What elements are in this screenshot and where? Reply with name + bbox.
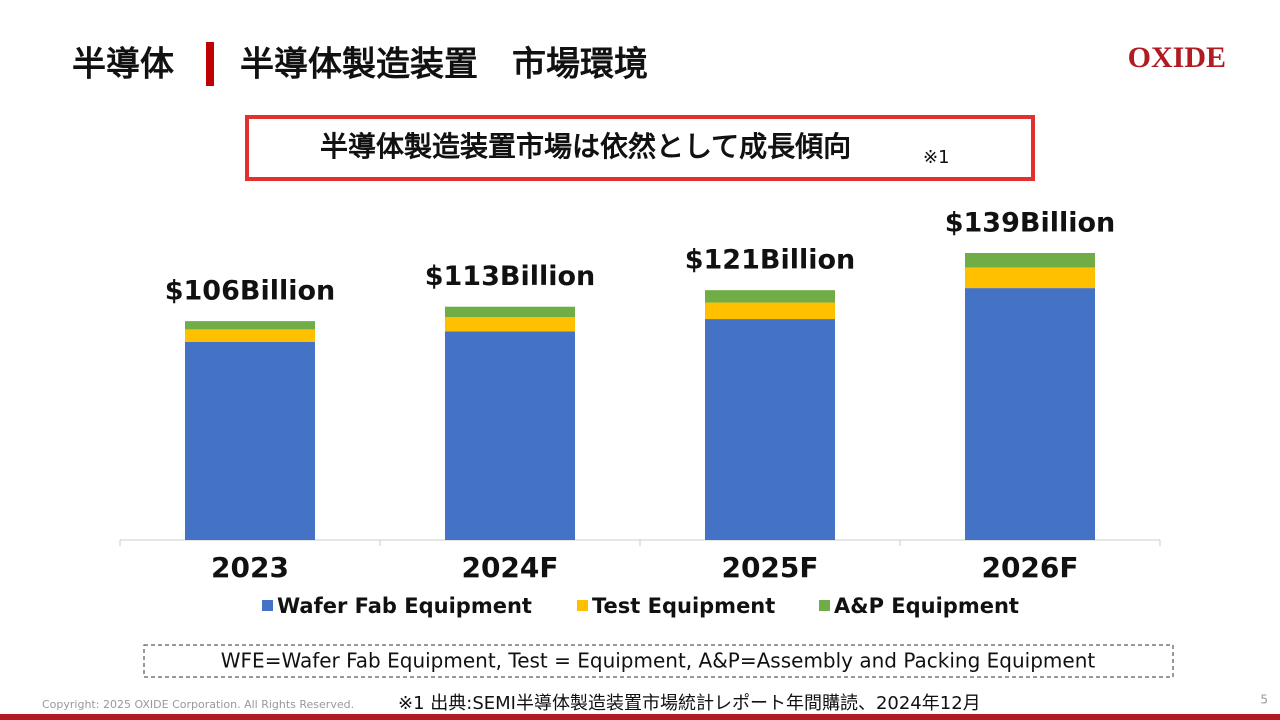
definition-note: WFE=Wafer Fab Equipment, Test = Equipmen… — [221, 649, 1096, 673]
x-tick-label: 2025F — [721, 551, 818, 584]
copyright: Copyright: 2025 OXIDE Corporation. All R… — [42, 698, 354, 711]
bar-segment — [185, 329, 315, 342]
bar-segment — [965, 253, 1095, 268]
bar-segment — [965, 288, 1095, 540]
page-number: 5 — [1260, 693, 1268, 707]
definition-box — [143, 644, 1174, 678]
legend-label: Wafer Fab Equipment — [277, 594, 532, 618]
footer-bar — [0, 714, 1280, 720]
x-tick-label: 2023 — [211, 551, 289, 584]
bar-segment — [965, 267, 1095, 289]
legend-swatch — [819, 600, 830, 611]
callout-text: 半導体製造装置市場は依然として成長傾向 — [320, 130, 851, 163]
logo: OXIDE — [1128, 41, 1226, 74]
callout-box — [245, 115, 1035, 181]
bar-segment — [445, 317, 575, 332]
total-label: $121Billion — [685, 245, 856, 276]
page-title: 半導体製造装置 市場環境 — [240, 45, 648, 85]
x-tick-label: 2026F — [981, 551, 1078, 584]
bar-segment — [705, 290, 835, 303]
callout-note-mark: ※1 — [923, 147, 950, 168]
total-label: $113Billion — [425, 261, 596, 292]
bar-segment — [705, 302, 835, 320]
bar-segment — [705, 319, 835, 540]
source-note: ※1 出典:SEMI半導体製造装置市場統計レポート年間購読、2024年12月 — [398, 693, 981, 714]
legend-label: A&P Equipment — [834, 594, 1019, 618]
total-label: $139Billion — [945, 208, 1116, 239]
legend-label: Test Equipment — [592, 594, 775, 618]
bar-segment — [445, 331, 575, 540]
bar-segment — [185, 341, 315, 540]
section-title: 半導体 — [72, 45, 174, 85]
legend-swatch — [577, 600, 588, 611]
title-divider — [206, 42, 214, 86]
bar-segment — [445, 306, 575, 318]
legend-swatch — [262, 600, 273, 611]
x-tick-label: 2024F — [461, 551, 558, 584]
bar-segment — [185, 321, 315, 330]
chart: 2023 $106Billion 2024F $113Billion 2025F $121… — [119, 208, 1161, 618]
total-label: $106Billion — [165, 276, 336, 307]
